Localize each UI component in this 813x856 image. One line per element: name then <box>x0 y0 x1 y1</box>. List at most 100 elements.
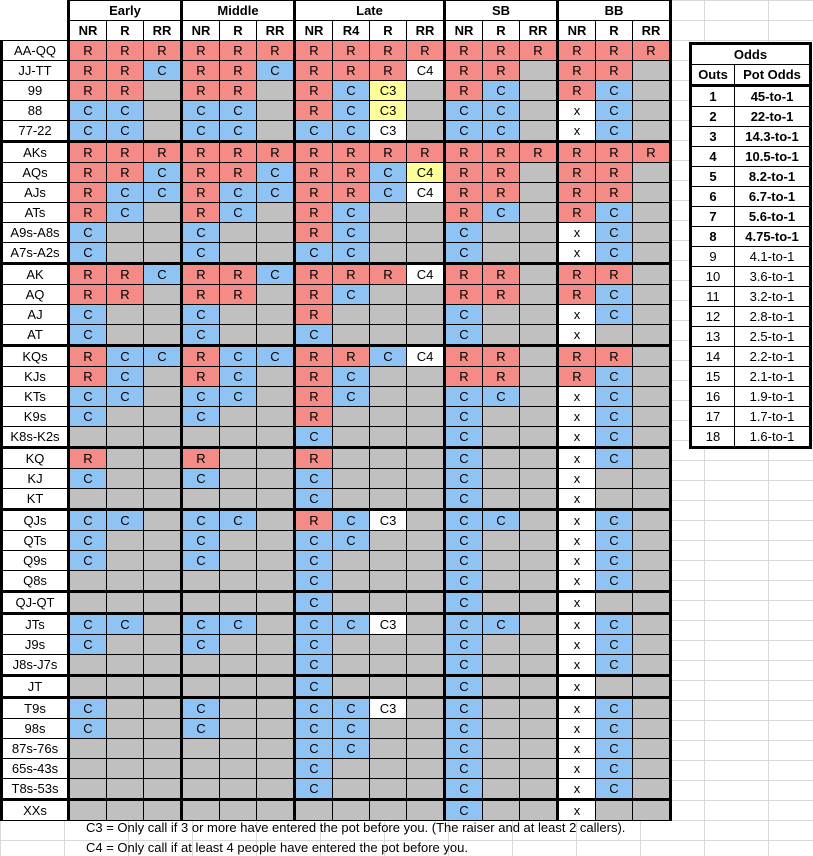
action-cell <box>369 222 407 243</box>
action-cell <box>632 182 672 203</box>
hand-row: KQs R C C R C C R R C C4 R R R R <box>0 344 672 367</box>
action-cell <box>406 324 446 346</box>
action-cell <box>519 242 559 264</box>
outs-cell: 3 <box>690 126 735 147</box>
action-cell: R <box>595 344 633 367</box>
action-cell <box>106 242 144 264</box>
odds-row: 15 2.1-to-1 <box>690 366 811 387</box>
action-cell: R <box>67 40 107 61</box>
action-cell <box>632 386 672 407</box>
action-cell: C4 <box>406 60 446 81</box>
action-cell <box>143 508 183 531</box>
outs-cell: 11 <box>690 286 735 307</box>
action-cell: C <box>106 182 144 203</box>
action-cell <box>143 654 183 676</box>
hand-label: KJ <box>0 468 70 489</box>
action-header: RR <box>632 20 672 41</box>
action-header-row: NR R RR NR R RR NR R4 R RR NR R RR NR R RR <box>2 20 672 41</box>
action-cell: C <box>180 100 220 121</box>
action-cell <box>369 798 407 821</box>
action-cell: R <box>180 182 220 203</box>
outs-cell: 14 <box>690 346 735 367</box>
action-cell: C <box>443 426 483 448</box>
action-cell: R <box>67 284 107 305</box>
action-cell <box>482 590 520 614</box>
action-cell <box>219 758 257 779</box>
action-cell: C <box>369 182 407 203</box>
action-cell: C <box>595 80 633 101</box>
action-cell: R <box>595 40 633 61</box>
action-cell: C <box>595 242 633 264</box>
action-header: NR <box>293 20 333 41</box>
action-cell <box>332 674 370 698</box>
action-cell <box>482 654 520 676</box>
action-cell <box>369 304 407 325</box>
action-cell <box>256 674 296 698</box>
action-header: R <box>219 20 257 41</box>
odds-row: 1 45-to-1 <box>690 84 811 107</box>
action-cell <box>406 738 446 759</box>
action-cell <box>519 550 559 571</box>
action-cell <box>106 798 144 821</box>
hand-label: JTs <box>0 612 70 635</box>
action-cell <box>332 406 370 427</box>
action-cell: R <box>293 202 333 223</box>
action-cell <box>256 80 296 101</box>
action-cell <box>519 386 559 407</box>
action-cell <box>256 590 296 614</box>
hand-label: QJs <box>0 508 70 531</box>
action-cell <box>256 612 296 635</box>
action-cell: C <box>443 324 483 346</box>
pot-odds-cell: 1.7-to-1 <box>734 406 811 427</box>
action-cell <box>632 634 672 655</box>
action-cell: R <box>106 162 144 183</box>
action-cell: C <box>67 242 107 264</box>
action-cell <box>519 366 559 387</box>
action-cell <box>256 758 296 779</box>
action-cell: R <box>556 80 596 101</box>
odds-row: 9 4.1-to-1 <box>690 246 811 267</box>
hand-label: AJs <box>0 182 70 203</box>
action-cell <box>406 468 446 489</box>
action-cell <box>256 508 296 531</box>
action-cell <box>519 590 559 614</box>
action-cell <box>67 570 107 592</box>
action-cell <box>482 674 520 698</box>
hand-label: A7s-A2s <box>0 242 70 264</box>
odds-row: 10 3.6-to-1 <box>690 266 811 287</box>
action-header: NR <box>556 20 596 41</box>
action-cell <box>143 718 183 739</box>
action-cell: C <box>443 590 483 614</box>
action-cell: R <box>595 182 633 203</box>
action-cell <box>180 654 220 676</box>
action-cell: R <box>180 262 220 285</box>
action-cell: C <box>219 344 257 367</box>
action-cell: C <box>67 550 107 571</box>
action-cell: x <box>556 778 596 800</box>
action-cell <box>67 798 107 821</box>
action-cell <box>406 570 446 592</box>
hand-row: 99 R R R R R C C3 R C R C <box>0 80 672 101</box>
action-cell: C <box>67 530 107 551</box>
action-cell: C <box>332 284 370 305</box>
action-cell: R <box>256 40 296 61</box>
action-cell: x <box>556 654 596 676</box>
hand-label: T8s-53s <box>0 778 70 800</box>
action-cell <box>406 634 446 655</box>
action-cell: R <box>67 446 107 469</box>
action-cell: R <box>482 140 520 163</box>
outs-cell: 2 <box>690 106 735 127</box>
action-cell <box>219 674 257 698</box>
action-cell <box>595 798 633 821</box>
action-cell <box>482 550 520 571</box>
action-cell <box>406 488 446 510</box>
